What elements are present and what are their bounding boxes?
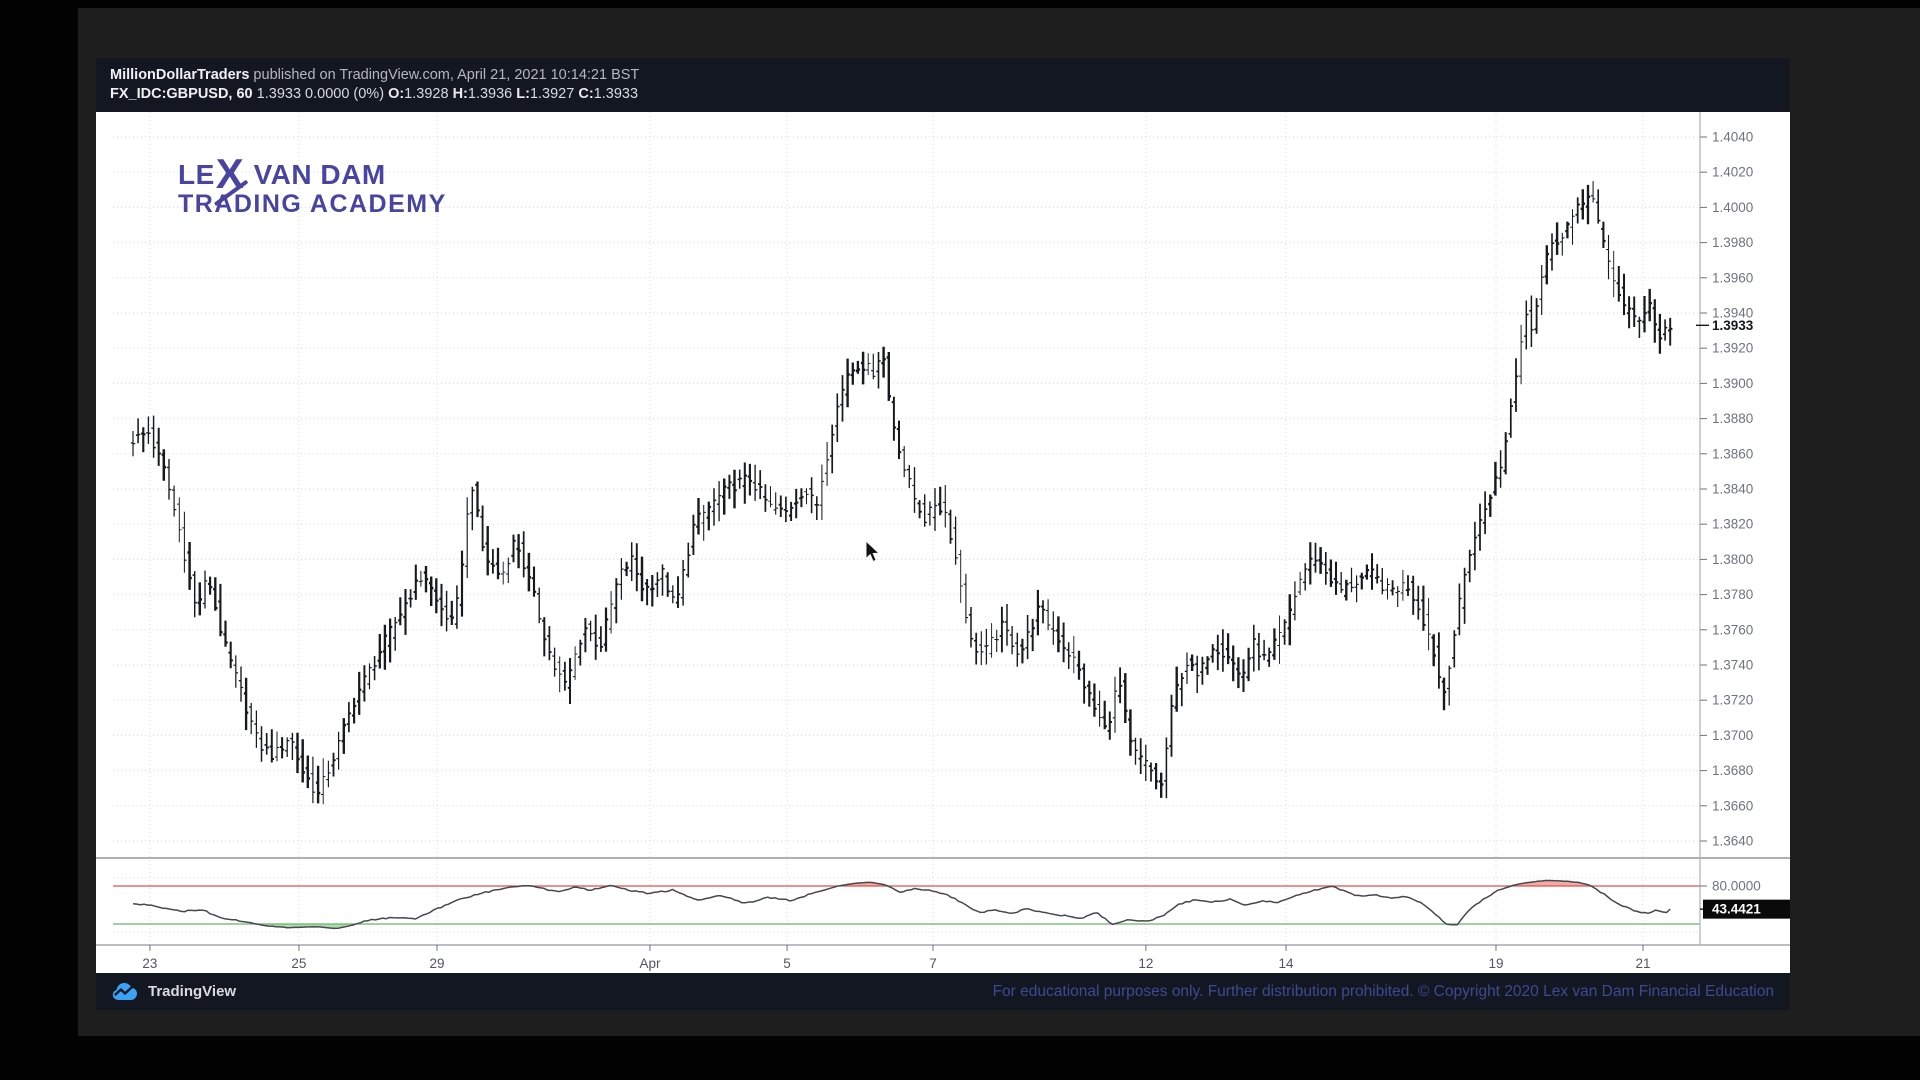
mouse-cursor-icon <box>865 540 881 563</box>
svg-text:1.4040: 1.4040 <box>1712 130 1753 145</box>
svg-text:Apr: Apr <box>639 956 661 971</box>
svg-text:1.3940: 1.3940 <box>1712 306 1753 321</box>
lex-van-dam-watermark: LEX VAN DAM TRADING ACADEMY <box>178 153 447 219</box>
chart-area[interactable]: 1.4040 1.4020 1.4000 1.3980 1.3960 1.3940 1.39… <box>96 112 1791 973</box>
svg-text:1.3980: 1.3980 <box>1712 235 1753 250</box>
svg-text:1.4020: 1.4020 <box>1712 165 1753 180</box>
tradingview-logo-icon <box>112 982 137 1000</box>
publisher-name: MillionDollarTraders <box>110 67 250 83</box>
svg-text:1.3800: 1.3800 <box>1712 552 1753 567</box>
oscillator-pane <box>113 879 1700 930</box>
svg-text:1.3820: 1.3820 <box>1712 517 1753 532</box>
price-and-oscillator-chart[interactable]: 1.40401.40201.40001.39801.39601.39401.39… <box>96 112 1791 973</box>
svg-text:1.3860: 1.3860 <box>1712 446 1753 461</box>
svg-text:1.3960: 1.3960 <box>1712 270 1753 285</box>
watermark-line2: TRADING ACADEMY <box>178 190 447 218</box>
svg-text:1.3900: 1.3900 <box>1712 376 1753 391</box>
last-price-label: 1.3933 <box>1712 318 1754 333</box>
svg-text:1.3760: 1.3760 <box>1712 622 1753 637</box>
svg-text:19: 19 <box>1488 956 1503 971</box>
watermark-line1: LEX VAN DAM <box>178 153 447 206</box>
price-axis[interactable]: 1.40401.40201.40001.39801.39601.39401.39… <box>1696 130 1791 919</box>
svg-text:7: 7 <box>929 956 937 971</box>
svg-text:1.3840: 1.3840 <box>1712 482 1753 497</box>
svg-text:5: 5 <box>783 956 791 971</box>
tradingview-brand[interactable]: TradingView <box>112 981 236 1003</box>
published-line: MillionDollarTraders published on Tradin… <box>110 66 1790 85</box>
symbol-name: FX_IDC:GBPUSD, 60 <box>110 86 253 102</box>
copyright-notice: For educational purposes only. Further d… <box>992 982 1774 1000</box>
svg-text:1.3660: 1.3660 <box>1712 798 1753 813</box>
svg-text:1.3740: 1.3740 <box>1712 658 1753 673</box>
chart-footer-bar: TradingView For educational purposes onl… <box>96 973 1790 1010</box>
time-axis[interactable]: 23 25 29 Apr 5 7 12 14 19 21 <box>142 945 1650 971</box>
svg-text:14: 14 <box>1278 956 1294 971</box>
svg-text:21: 21 <box>1635 956 1650 971</box>
oscillator-last-value: 43.4421 <box>1712 902 1761 917</box>
svg-text:29: 29 <box>429 956 444 971</box>
svg-text:1.3920: 1.3920 <box>1712 341 1753 356</box>
svg-text:1.3780: 1.3780 <box>1712 587 1753 602</box>
svg-text:1.3700: 1.3700 <box>1712 728 1753 743</box>
svg-text:1.3680: 1.3680 <box>1712 763 1753 778</box>
svg-text:1.3880: 1.3880 <box>1712 411 1753 426</box>
svg-text:1.3720: 1.3720 <box>1712 693 1753 708</box>
ohlc-bars <box>130 181 1673 805</box>
symbol-line: FX_IDC:GBPUSD, 60 1.3933 0.0000 (0%) O:1… <box>110 85 1790 104</box>
svg-text:23: 23 <box>142 956 157 971</box>
chart-window: MillionDollarTraders published on Tradin… <box>96 58 1791 1010</box>
published-on-text: published on TradingView.com, April 21, … <box>249 67 640 83</box>
svg-text:12: 12 <box>1138 956 1153 971</box>
chart-header-bar: MillionDollarTraders published on Tradin… <box>96 58 1790 112</box>
svg-text:80.0000: 80.0000 <box>1712 879 1761 894</box>
tradingview-brand-label: TradingView <box>148 983 237 1000</box>
svg-text:1.4000: 1.4000 <box>1712 200 1753 215</box>
grid-lines <box>113 112 1700 945</box>
symbol-quote: 1.3933 0.0000 (0%) <box>256 86 385 102</box>
oscillator-value-badge <box>1703 899 1791 919</box>
svg-text:25: 25 <box>291 956 306 971</box>
svg-text:1.3640: 1.3640 <box>1712 834 1753 849</box>
ohlc-values: O:1.3928 H:1.3936 L:1.3927 C:1.3933 <box>388 86 639 102</box>
